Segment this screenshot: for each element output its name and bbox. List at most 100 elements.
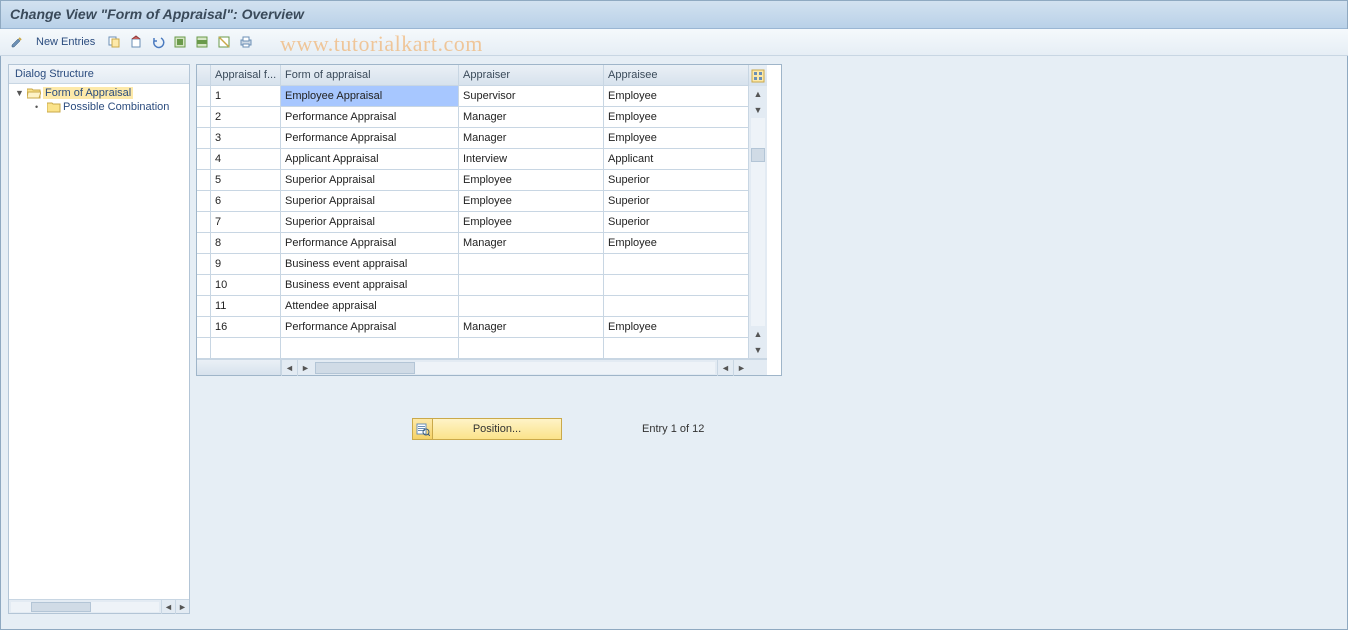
row-selector[interactable]	[197, 254, 211, 275]
cell-form-of-appraisal[interactable]: Superior Appraisal	[281, 170, 459, 191]
position-label: Position...	[433, 423, 561, 435]
cell-appraisal-id[interactable]: 5	[211, 170, 281, 191]
row-selector[interactable]	[197, 107, 211, 128]
col-header-appraiser[interactable]: Appraiser	[459, 65, 604, 86]
cell-appraiser[interactable]: Manager	[459, 107, 604, 128]
row-selector[interactable]	[197, 149, 211, 170]
cell-appraisal-id[interactable]: 1	[211, 86, 281, 107]
cell-appraisee[interactable]	[604, 296, 749, 317]
deselect-all-icon[interactable]	[215, 33, 233, 51]
cell-form-of-appraisal[interactable]: Superior Appraisal	[281, 212, 459, 233]
tree-item-possible-combination[interactable]: • Possible Combination	[9, 100, 189, 114]
cell-appraisee[interactable]: Superior	[604, 170, 749, 191]
tree-collapse-icon[interactable]: ▼	[15, 88, 25, 98]
position-button[interactable]: Position...	[412, 418, 562, 440]
print-icon[interactable]	[237, 33, 255, 51]
copy-as-icon[interactable]	[105, 33, 123, 51]
col-header-appraisee[interactable]: Appraisee	[604, 65, 749, 86]
cell-appraiser[interactable]: Manager	[459, 233, 604, 254]
cell-form-of-appraisal[interactable]: Business event appraisal	[281, 254, 459, 275]
display-change-toggle-icon[interactable]	[8, 33, 26, 51]
cell-form-of-appraisal[interactable]: Applicant Appraisal	[281, 149, 459, 170]
cell-appraisal-id[interactable]	[211, 338, 281, 359]
cell-appraiser[interactable]: Interview	[459, 149, 604, 170]
scroll-up-icon[interactable]: ▲	[750, 326, 766, 342]
cell-appraisee[interactable]: Employee	[604, 317, 749, 338]
cell-appraisal-id[interactable]: 6	[211, 191, 281, 212]
table-horizontal-scrollbar[interactable]: ◄►◄►	[197, 359, 767, 375]
cell-form-of-appraisal[interactable]: Employee Appraisal	[281, 86, 459, 107]
col-header-form-of-appraisal[interactable]: Form of appraisal	[281, 65, 459, 86]
undo-change-icon[interactable]	[149, 33, 167, 51]
cell-appraisee[interactable]: Employee	[604, 233, 749, 254]
cell-appraisal-id[interactable]: 7	[211, 212, 281, 233]
row-selector[interactable]	[197, 86, 211, 107]
row-selector[interactable]	[197, 338, 211, 359]
cell-appraisal-id[interactable]: 4	[211, 149, 281, 170]
cell-appraiser[interactable]: Supervisor	[459, 86, 604, 107]
scroll-right-icon[interactable]: ►	[733, 360, 749, 376]
row-selector[interactable]	[197, 128, 211, 149]
tree-horizontal-scrollbar[interactable]: ◄ ►	[9, 599, 189, 613]
cell-appraisee[interactable]: Superior	[604, 212, 749, 233]
cell-appraisee[interactable]: Applicant	[604, 149, 749, 170]
entry-count-text: Entry 1 of 12	[642, 423, 704, 435]
cell-appraisee[interactable]: Employee	[604, 107, 749, 128]
cell-form-of-appraisal[interactable]: Performance Appraisal	[281, 317, 459, 338]
row-selector[interactable]	[197, 317, 211, 338]
cell-appraisal-id[interactable]: 9	[211, 254, 281, 275]
cell-appraisee[interactable]: Employee	[604, 86, 749, 107]
cell-appraisee[interactable]	[604, 338, 749, 359]
tree-item-form-of-appraisal[interactable]: ▼ Form of Appraisal	[9, 86, 189, 100]
row-selector[interactable]	[197, 191, 211, 212]
new-entries-button[interactable]: New Entries	[30, 36, 101, 48]
cell-appraiser[interactable]	[459, 254, 604, 275]
cell-appraiser[interactable]: Employee	[459, 170, 604, 191]
col-header-appraisal-f[interactable]: Appraisal f...	[211, 65, 281, 86]
scroll-down-icon[interactable]: ▼	[750, 342, 766, 358]
cell-appraiser[interactable]: Employee	[459, 191, 604, 212]
cell-appraisee[interactable]	[604, 254, 749, 275]
scroll-left-icon[interactable]: ◄	[281, 360, 297, 376]
scroll-left-icon[interactable]: ◄	[717, 360, 733, 376]
cell-form-of-appraisal[interactable]: Superior Appraisal	[281, 191, 459, 212]
scroll-down-icon[interactable]: ▼	[750, 102, 766, 118]
cell-form-of-appraisal[interactable]	[281, 338, 459, 359]
cell-appraisal-id[interactable]: 16	[211, 317, 281, 338]
cell-appraisal-id[interactable]: 10	[211, 275, 281, 296]
table-configure-button[interactable]	[749, 65, 767, 86]
row-selector[interactable]	[197, 170, 211, 191]
cell-appraisee[interactable]	[604, 275, 749, 296]
cell-form-of-appraisal[interactable]: Performance Appraisal	[281, 128, 459, 149]
delete-icon[interactable]	[127, 33, 145, 51]
cell-appraiser[interactable]	[459, 275, 604, 296]
table-corner[interactable]	[197, 65, 211, 86]
folder-open-icon	[27, 88, 41, 99]
scroll-right-icon[interactable]: ►	[297, 360, 313, 376]
row-selector[interactable]	[197, 233, 211, 254]
cell-appraisal-id[interactable]: 3	[211, 128, 281, 149]
cell-appraisal-id[interactable]: 2	[211, 107, 281, 128]
scroll-left-icon[interactable]: ◄	[161, 600, 175, 614]
cell-appraiser[interactable]	[459, 338, 604, 359]
select-block-icon[interactable]	[193, 33, 211, 51]
cell-appraiser[interactable]: Manager	[459, 128, 604, 149]
row-selector[interactable]	[197, 296, 211, 317]
select-all-icon[interactable]	[171, 33, 189, 51]
cell-appraisal-id[interactable]: 8	[211, 233, 281, 254]
table-vertical-scrollbar[interactable]: ▲▼▲▼	[749, 86, 767, 359]
scroll-up-icon[interactable]: ▲	[750, 86, 766, 102]
cell-appraisee[interactable]: Employee	[604, 128, 749, 149]
cell-appraisal-id[interactable]: 11	[211, 296, 281, 317]
cell-appraiser[interactable]: Employee	[459, 212, 604, 233]
cell-form-of-appraisal[interactable]: Performance Appraisal	[281, 107, 459, 128]
row-selector[interactable]	[197, 212, 211, 233]
scroll-right-icon[interactable]: ►	[175, 600, 189, 614]
cell-appraisee[interactable]: Superior	[604, 191, 749, 212]
cell-form-of-appraisal[interactable]: Attendee appraisal	[281, 296, 459, 317]
cell-form-of-appraisal[interactable]: Business event appraisal	[281, 275, 459, 296]
cell-appraiser[interactable]: Manager	[459, 317, 604, 338]
cell-form-of-appraisal[interactable]: Performance Appraisal	[281, 233, 459, 254]
cell-appraiser[interactable]	[459, 296, 604, 317]
row-selector[interactable]	[197, 275, 211, 296]
